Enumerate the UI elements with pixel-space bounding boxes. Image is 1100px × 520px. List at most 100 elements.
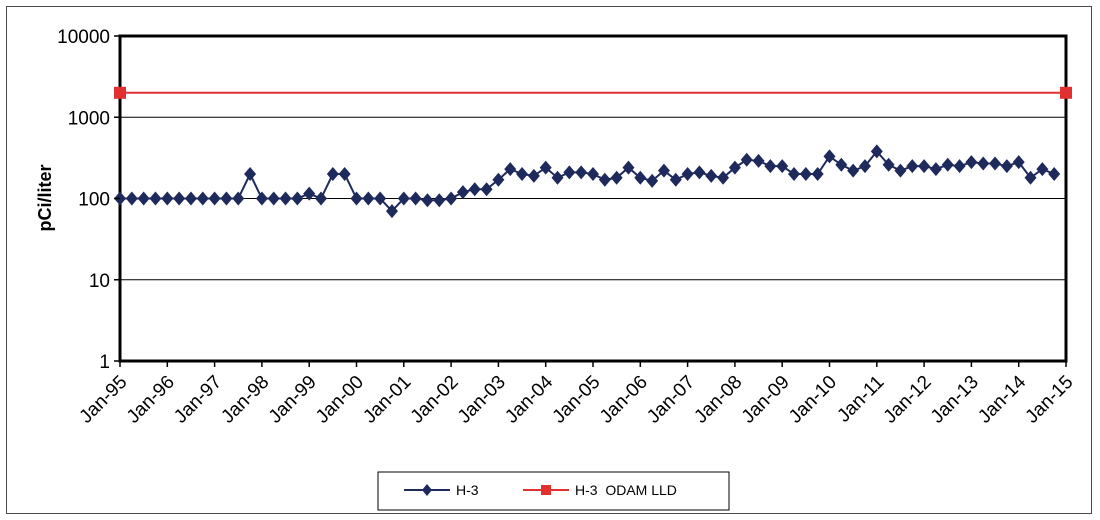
data-point (1012, 155, 1025, 170)
y-tick-label: 100 (78, 190, 110, 211)
legend-label: H-3 (456, 482, 479, 498)
data-point (516, 167, 529, 182)
x-tick-label: Jan-11 (833, 372, 888, 427)
x-axis-ticks: Jan-95Jan-96Jan-97Jan-98Jan-99Jan-00Jan-… (76, 361, 1078, 428)
data-point (173, 191, 186, 206)
data-point (1060, 86, 1072, 99)
data-point (669, 172, 682, 187)
data-point (480, 182, 493, 197)
x-tick-label: Jan-97 (170, 372, 226, 428)
x-tick-label: Jan-96 (123, 372, 179, 428)
data-point (409, 191, 422, 206)
data-point (338, 167, 351, 182)
y-axis-title: pCi/liter (35, 164, 55, 231)
data-point (740, 152, 753, 167)
data-point (610, 170, 623, 185)
data-point (161, 191, 174, 206)
chart-frame (6, 6, 1092, 514)
data-point (456, 185, 469, 200)
y-tick-label: 10 (89, 271, 110, 292)
data-point (634, 170, 647, 185)
legend-label: H-3 ODAM LLD (575, 482, 677, 498)
data-point (776, 159, 789, 174)
data-point (752, 153, 765, 168)
data-point (421, 193, 434, 208)
data-point (374, 191, 387, 206)
x-tick-label: Jan-00 (312, 372, 368, 428)
x-tick-label: Jan-12 (880, 372, 936, 428)
data-point (728, 160, 741, 175)
data-point (385, 204, 398, 219)
data-point (445, 191, 458, 206)
data-point (468, 182, 481, 197)
data-point (622, 160, 635, 175)
data-point (196, 191, 209, 206)
data-point (326, 167, 339, 182)
data-point (977, 156, 990, 171)
data-point (906, 159, 919, 174)
series-layer (114, 86, 1072, 219)
x-tick-label: Jan-98 (217, 372, 273, 428)
data-point (1000, 159, 1013, 174)
x-tick-label: Jan-02 (407, 372, 463, 428)
x-tick-label: Jan-09 (738, 372, 794, 428)
data-point (646, 173, 659, 188)
data-point (764, 159, 777, 174)
data-point (918, 159, 931, 174)
data-point (823, 149, 836, 164)
x-tick-label: Jan-04 (501, 371, 557, 427)
data-point (1036, 162, 1049, 177)
x-tick-label: Jan-10 (785, 372, 841, 428)
data-point (835, 157, 848, 172)
data-point (291, 191, 304, 206)
data-point (989, 156, 1002, 171)
data-point (598, 172, 611, 187)
data-point (208, 191, 221, 206)
data-point (492, 172, 505, 187)
data-point (847, 163, 860, 178)
data-point (551, 170, 564, 185)
y-tick-label: 1 (99, 352, 110, 373)
data-point (184, 191, 197, 206)
data-point (137, 191, 150, 206)
legend: H-3 H-3 ODAM LLD (377, 471, 730, 511)
x-tick-label: Jan-08 (690, 372, 746, 428)
y-tick-label: 1000 (68, 108, 110, 129)
data-point (705, 168, 718, 183)
data-point (504, 162, 517, 177)
x-tick-label: Jan-13 (927, 372, 983, 428)
data-point (267, 191, 280, 206)
data-point (575, 165, 588, 180)
data-point (799, 167, 812, 182)
data-point (929, 162, 942, 177)
data-point (657, 163, 670, 178)
data-point (953, 159, 966, 174)
x-tick-label: Jan-95 (76, 372, 132, 428)
data-point (433, 193, 446, 208)
y-tick-label: 10000 (57, 27, 110, 48)
data-point (681, 167, 694, 182)
data-point (303, 186, 316, 201)
data-point (232, 191, 245, 206)
data-point (693, 165, 706, 180)
data-point (788, 167, 801, 182)
x-tick-label: Jan-06 (596, 372, 652, 428)
legend-marker (422, 484, 432, 496)
data-point (244, 167, 257, 182)
data-point (220, 191, 233, 206)
data-point (149, 191, 162, 206)
data-point (882, 157, 895, 172)
legend-marker (541, 485, 551, 495)
x-tick-label: Jan-03 (454, 372, 510, 428)
data-point (858, 159, 871, 174)
data-point (870, 144, 883, 159)
data-point (894, 163, 907, 178)
data-point (279, 191, 292, 206)
data-point (941, 157, 954, 172)
x-tick-label: Jan-07 (643, 372, 699, 428)
data-point (965, 155, 978, 170)
x-tick-label: Jan-15 (1022, 372, 1078, 428)
data-point (397, 191, 410, 206)
data-point (315, 191, 328, 206)
